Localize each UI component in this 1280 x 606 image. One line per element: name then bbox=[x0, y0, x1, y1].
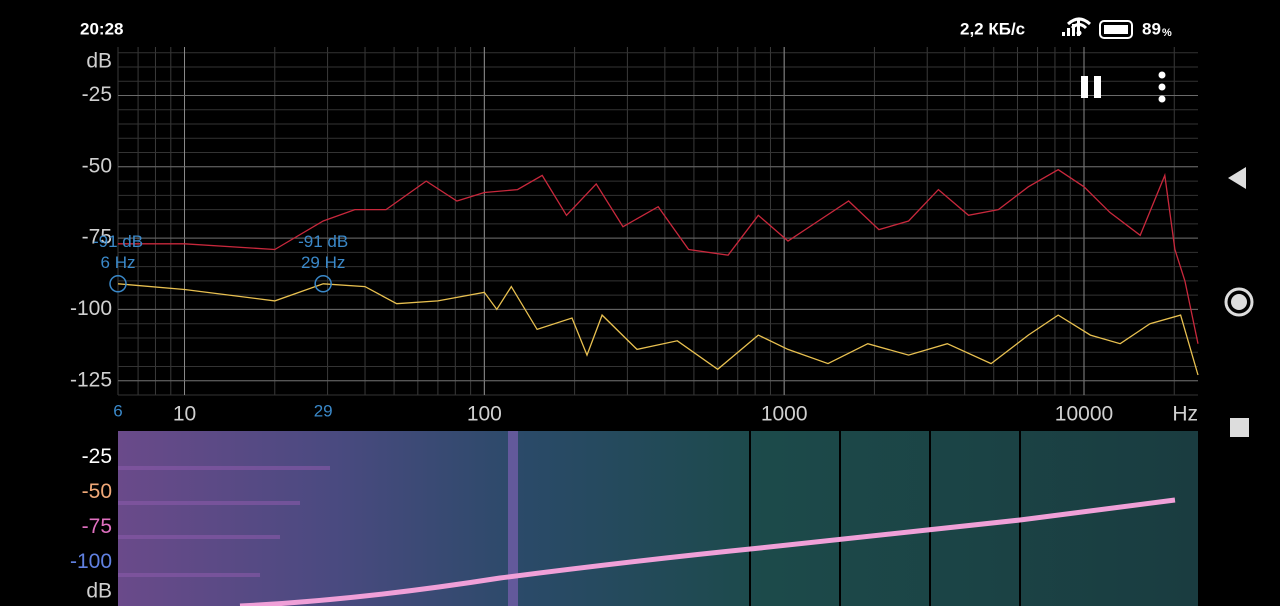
x-tick-label: 10000 bbox=[1055, 403, 1113, 426]
spectrogram-tick-label: -100 bbox=[70, 550, 112, 573]
marker-x-tick: 6 bbox=[113, 401, 122, 420]
pause-button[interactable] bbox=[1081, 76, 1101, 98]
series-line bbox=[117, 283, 1199, 376]
spectrogram-bands bbox=[118, 466, 330, 577]
x-tick-label: 1000 bbox=[761, 403, 808, 426]
series-line bbox=[118, 168, 1199, 344]
marker bbox=[109, 275, 127, 293]
net-speed: 2,2 КБ/с bbox=[960, 19, 1025, 38]
y-tick-label: -50 bbox=[82, 154, 112, 177]
x-unit: Hz bbox=[1172, 403, 1198, 426]
y-unit: dB bbox=[86, 50, 112, 73]
y-tick-label: -75 bbox=[82, 226, 112, 249]
y-tick-label: -125 bbox=[70, 368, 112, 391]
nav-home[interactable] bbox=[1224, 287, 1254, 317]
wifi-dot bbox=[1076, 30, 1082, 36]
battery-unit: % bbox=[1162, 27, 1172, 39]
spectrogram-tick-label: -75 bbox=[82, 515, 112, 538]
marker bbox=[314, 275, 332, 293]
spectrogram-tick-label: -50 bbox=[82, 480, 112, 503]
plot-area bbox=[118, 47, 1198, 395]
nav-recent[interactable] bbox=[1230, 418, 1249, 437]
x-tick-label: 10 bbox=[173, 403, 196, 426]
battery-percent: 89 bbox=[1142, 19, 1161, 38]
marker-db-label: -91 dB bbox=[298, 232, 348, 251]
y-tick-label: -100 bbox=[70, 297, 112, 320]
spectrogram-unit: dB bbox=[86, 580, 112, 603]
marker-db-label: -91 dB bbox=[93, 232, 143, 251]
signal-icon bbox=[1062, 20, 1080, 36]
battery-icon bbox=[1099, 20, 1133, 39]
nav-home-dot bbox=[1231, 294, 1247, 310]
nav-back[interactable] bbox=[1228, 167, 1246, 189]
marker-hz-label: 29 Hz bbox=[301, 253, 345, 272]
marker-hz-label: 6 Hz bbox=[101, 253, 136, 272]
marker-x-tick: 29 bbox=[314, 401, 333, 420]
battery-level bbox=[1104, 25, 1128, 34]
clock: 20:28 bbox=[80, 19, 123, 38]
sweep-trace bbox=[239, 497, 1176, 606]
wifi-icon bbox=[1066, 17, 1092, 30]
y-tick-label: -25 bbox=[82, 83, 112, 106]
menu-button[interactable] bbox=[1158, 71, 1166, 103]
spectrogram-artifact bbox=[508, 431, 518, 606]
spectrogram-tick-label: -25 bbox=[82, 445, 112, 468]
x-tick-label: 100 bbox=[467, 403, 502, 426]
grid bbox=[117, 47, 1198, 396]
